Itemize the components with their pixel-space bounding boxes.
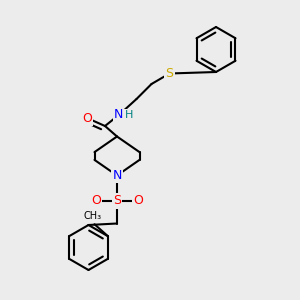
Text: O: O — [82, 112, 92, 125]
Text: O: O — [133, 194, 143, 208]
Text: O: O — [91, 194, 101, 208]
Text: S: S — [166, 67, 173, 80]
Text: H: H — [125, 110, 133, 121]
Text: CH₃: CH₃ — [84, 211, 102, 221]
Text: N: N — [114, 107, 123, 121]
Text: N: N — [112, 169, 122, 182]
Text: S: S — [113, 194, 121, 208]
